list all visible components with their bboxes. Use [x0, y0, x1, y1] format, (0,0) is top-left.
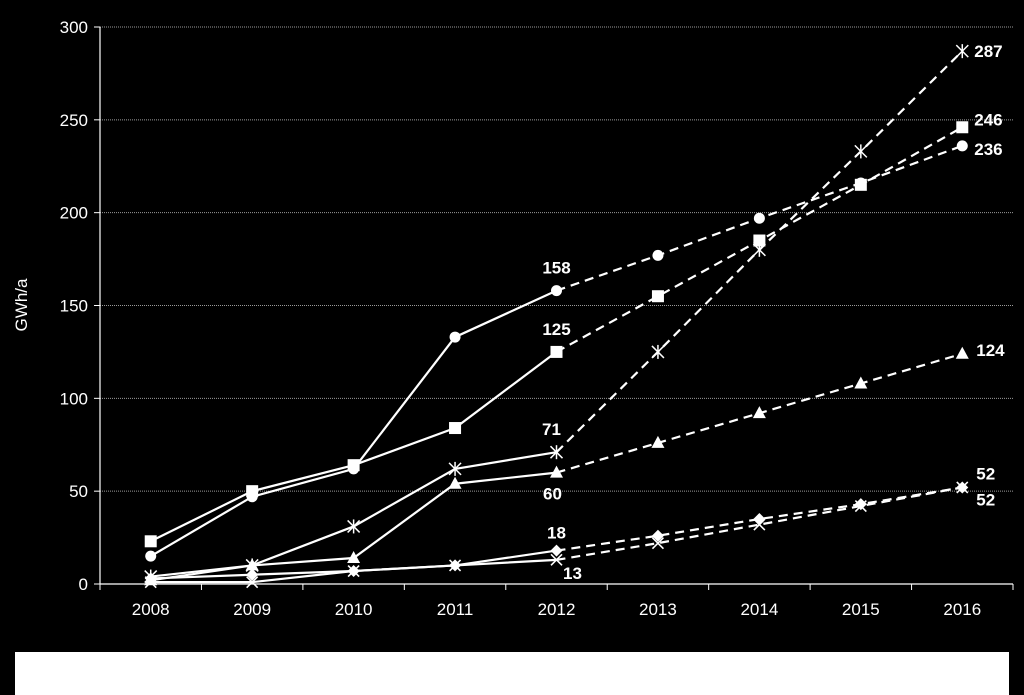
x-marker — [854, 499, 867, 513]
x-marker — [753, 518, 766, 531]
y-tick-label: 50 — [69, 482, 88, 501]
x-tick-label: 2013 — [639, 600, 677, 619]
x-tick-label: 2014 — [740, 600, 778, 619]
diamond-marker — [651, 529, 664, 542]
x-tick-label: 2009 — [233, 600, 271, 619]
triangle-marker — [347, 551, 361, 564]
data-label: 125 — [542, 320, 570, 339]
y-tick-label: 250 — [60, 111, 88, 130]
square-marker — [956, 121, 969, 134]
square-marker — [753, 234, 766, 247]
axes: 0 50 100 150 200 250 300 2008 2009 2010 2011 2012 20… — [60, 18, 1014, 619]
data-label: 60 — [543, 485, 562, 504]
x-marker — [550, 553, 563, 566]
x-marker — [347, 564, 360, 578]
circle-marker — [956, 140, 968, 152]
x-marker — [246, 576, 259, 589]
y-tick-label: 100 — [60, 389, 88, 408]
square-marker — [144, 535, 157, 548]
data-label: 52 — [976, 490, 995, 509]
chart-background — [0, 0, 1024, 650]
y-tick-label: 0 — [79, 575, 88, 594]
circle-marker — [449, 331, 461, 343]
x-tick-label: 2016 — [943, 600, 981, 619]
x-tick-label: 2012 — [538, 600, 576, 619]
data-label: 124 — [976, 341, 1005, 360]
data-label: 246 — [974, 110, 1002, 129]
circle-marker — [145, 550, 157, 562]
triangle-marker — [550, 465, 563, 478]
square-marker — [651, 290, 664, 303]
triangle-marker — [955, 346, 969, 359]
circle-marker — [753, 212, 765, 224]
data-label: 71 — [542, 420, 561, 439]
triangle-marker — [245, 558, 259, 571]
y-tick-label: 300 — [60, 18, 88, 37]
circle-marker — [551, 285, 562, 297]
series-square — [144, 121, 969, 548]
x-tick-label: 2010 — [335, 600, 373, 619]
series-x — [144, 481, 969, 589]
square-marker — [854, 178, 867, 191]
square-marker — [550, 345, 563, 358]
circle-marker — [652, 249, 664, 261]
data-label: 158 — [542, 259, 570, 278]
x-marker — [144, 576, 157, 589]
triangle-marker — [651, 435, 665, 448]
bottom-panel — [15, 652, 1009, 695]
y-tick-label: 150 — [60, 297, 88, 316]
line-chart: 0 50 100 150 200 250 300 2008 2009 2010 2011 2012 20… — [0, 0, 1024, 650]
x-tick-label: 2015 — [842, 600, 880, 619]
triangle-marker — [448, 476, 462, 489]
series-line-forecast — [556, 486, 963, 561]
triangle-marker — [752, 406, 766, 419]
x-marker — [651, 537, 665, 550]
square-marker — [246, 485, 259, 498]
square-marker — [449, 422, 462, 435]
series-triangle — [144, 346, 969, 586]
data-labels: 158 236 125 246 71 287 60 124 18 52 13 52 — [542, 42, 1005, 583]
x-marker — [956, 481, 969, 494]
series-layer — [144, 44, 969, 589]
series-line-forecast — [556, 486, 963, 552]
x-tick-label: 2008 — [132, 600, 170, 619]
y-tick-label: 200 — [60, 204, 88, 223]
data-label: 236 — [974, 140, 1002, 159]
diamond-marker — [246, 568, 259, 581]
chart-svg: 0 50 100 150 200 250 300 2008 2009 2010 2011 2012 20… — [0, 0, 1024, 650]
triangle-marker — [854, 376, 868, 389]
data-label: 13 — [563, 564, 582, 583]
y-axis-title: GWh/a — [12, 278, 31, 331]
data-label: 18 — [547, 524, 566, 543]
data-label: 52 — [976, 464, 995, 483]
diamond-marker — [550, 544, 563, 557]
square-marker — [347, 459, 360, 472]
x-tick-label: 2011 — [437, 600, 474, 619]
data-label: 287 — [974, 42, 1002, 61]
x-marker — [448, 559, 462, 572]
